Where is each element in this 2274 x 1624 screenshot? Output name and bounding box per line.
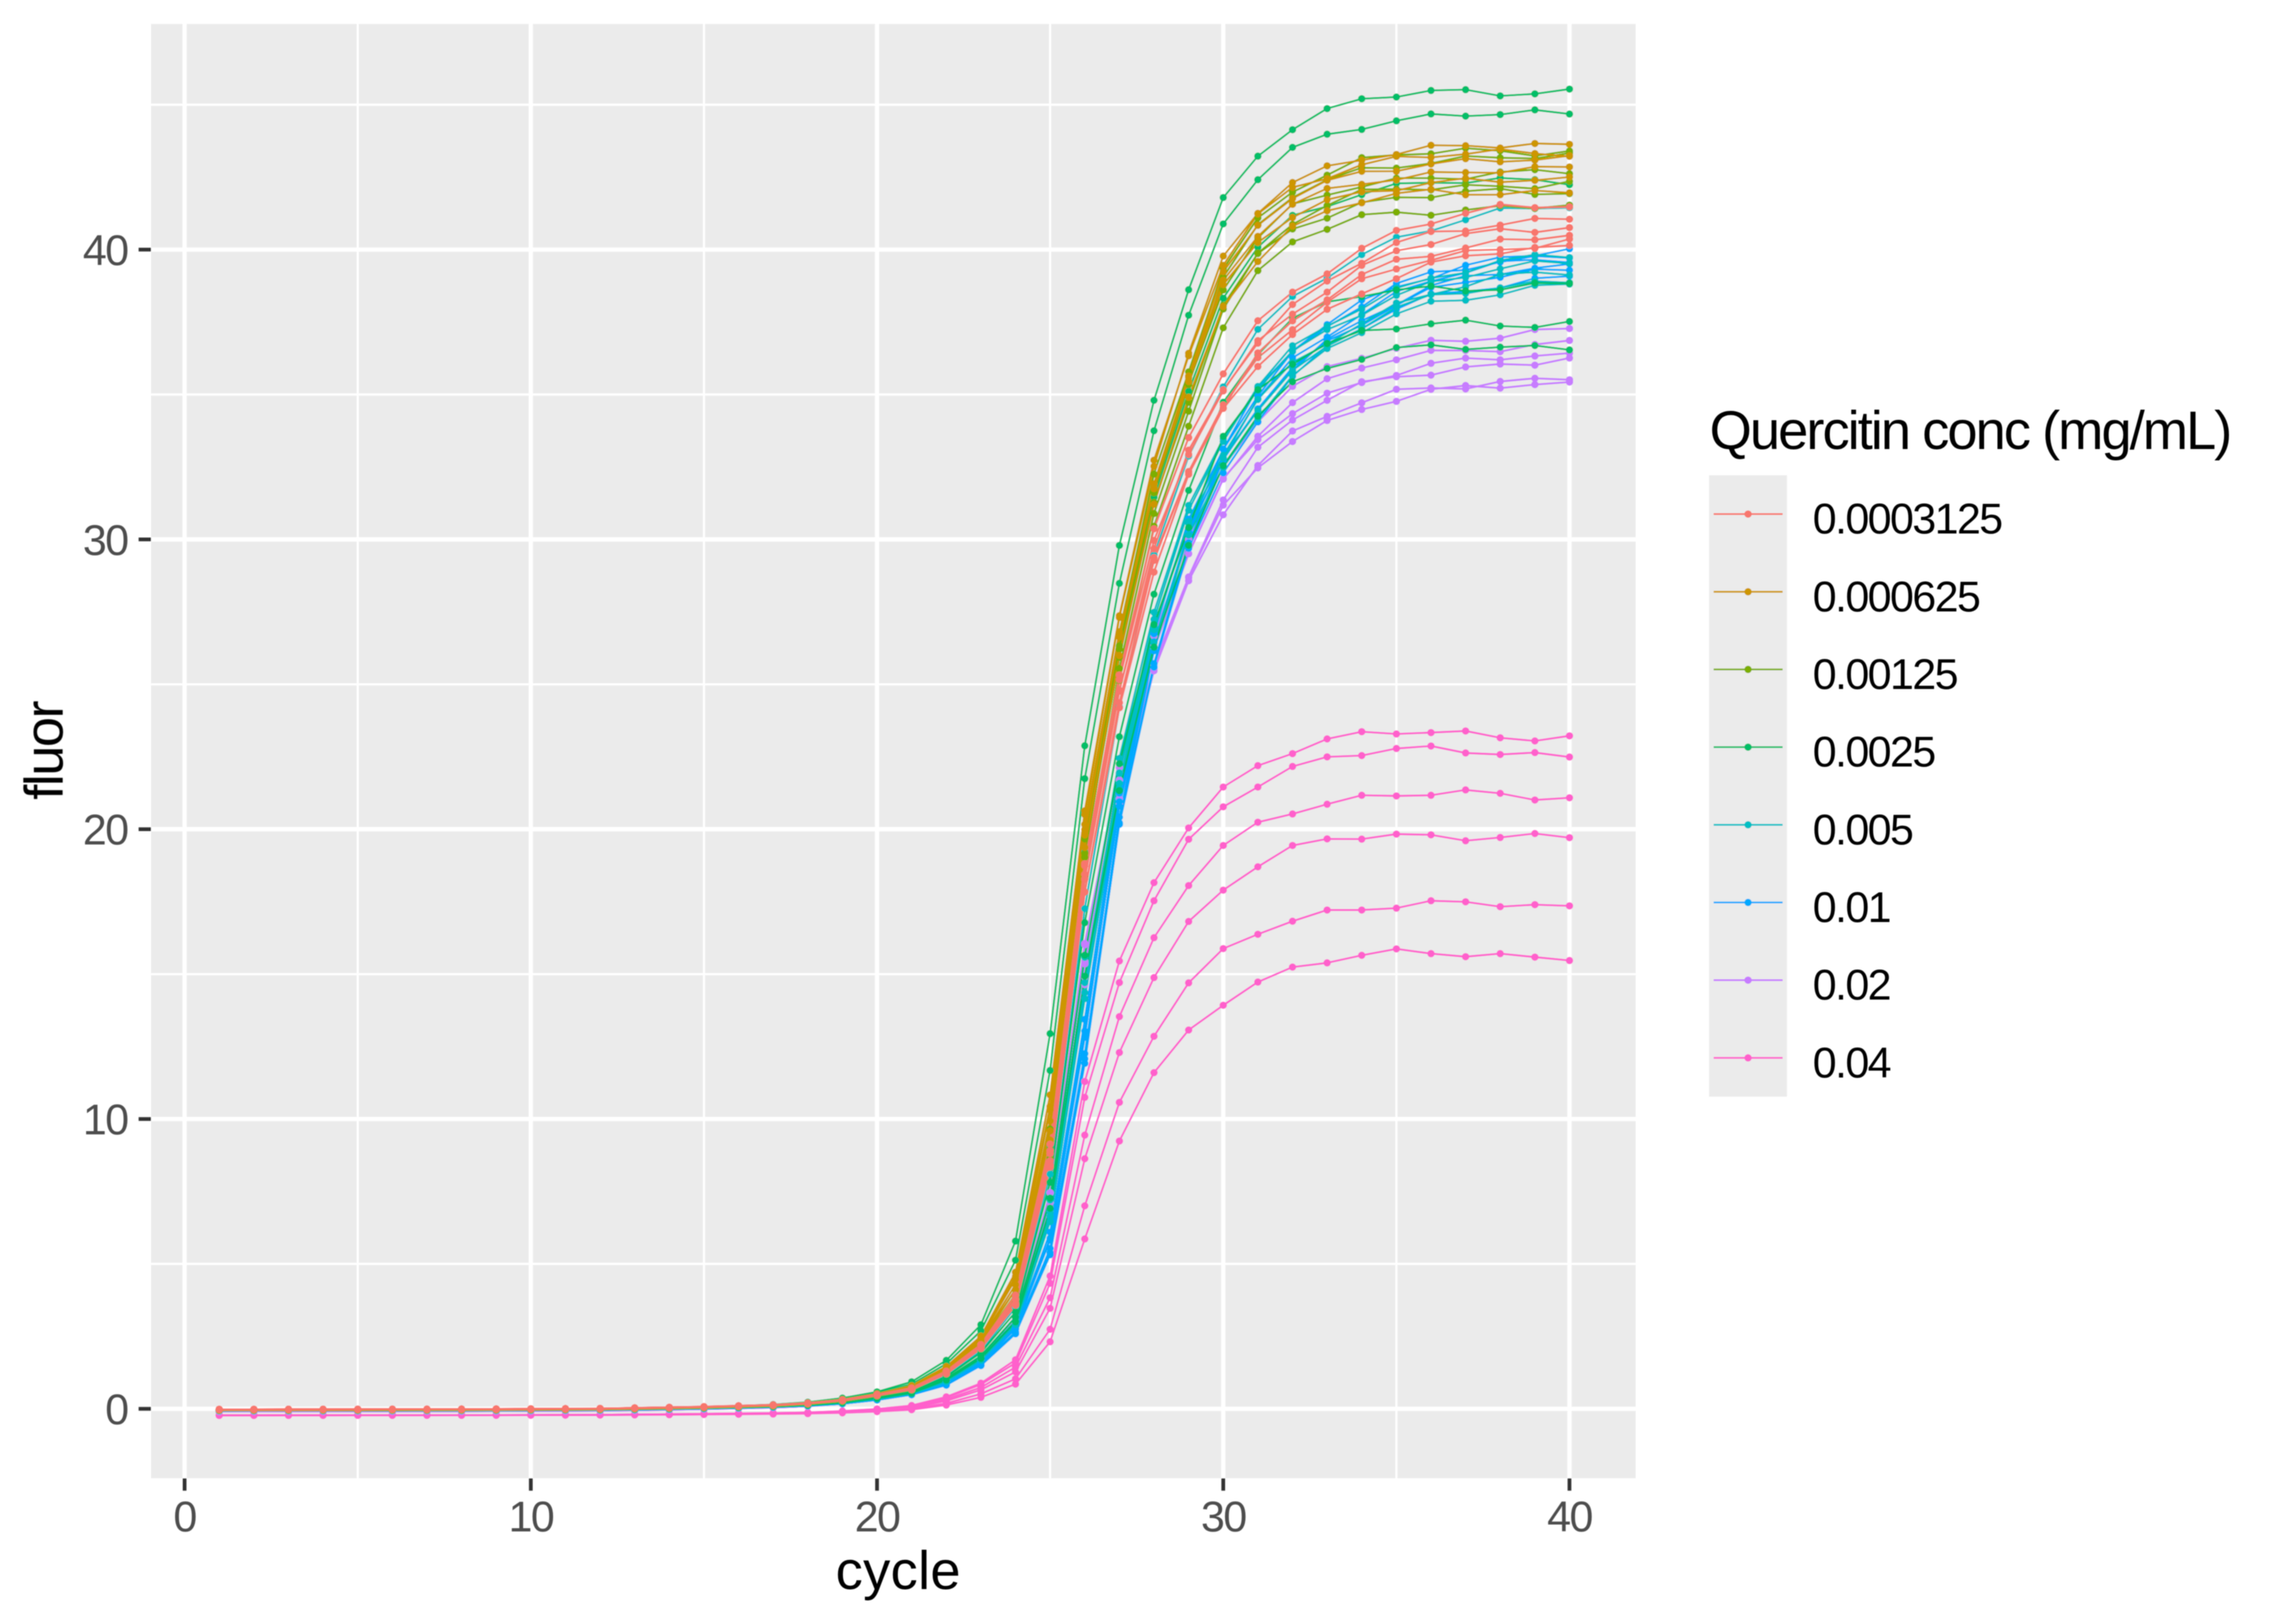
svg-text:cycle: cycle [836,1540,961,1601]
svg-text:0.005: 0.005 [1813,806,1913,854]
svg-text:0.0025: 0.0025 [1813,728,1935,776]
svg-text:fluor: fluor [14,701,75,800]
svg-text:0.00125: 0.00125 [1813,650,1957,698]
svg-text:40: 40 [83,227,128,274]
svg-text:0: 0 [106,1386,128,1434]
svg-text:40: 40 [1547,1493,1592,1541]
svg-text:20: 20 [854,1493,899,1541]
svg-text:30: 30 [83,516,128,564]
svg-text:0: 0 [174,1493,197,1541]
svg-text:0.01: 0.01 [1813,883,1890,931]
svg-text:20: 20 [83,806,128,854]
svg-text:0.04: 0.04 [1813,1039,1891,1087]
svg-text:0.0003125: 0.0003125 [1813,495,2002,543]
svg-text:0.000625: 0.000625 [1813,573,1980,621]
svg-text:10: 10 [508,1493,553,1541]
svg-text:10: 10 [83,1096,128,1144]
svg-text:30: 30 [1201,1493,1246,1541]
svg-text:Quercitin conc (mg/mL): Quercitin conc (mg/mL) [1710,400,2230,461]
svg-text:0.02: 0.02 [1813,961,1890,1009]
